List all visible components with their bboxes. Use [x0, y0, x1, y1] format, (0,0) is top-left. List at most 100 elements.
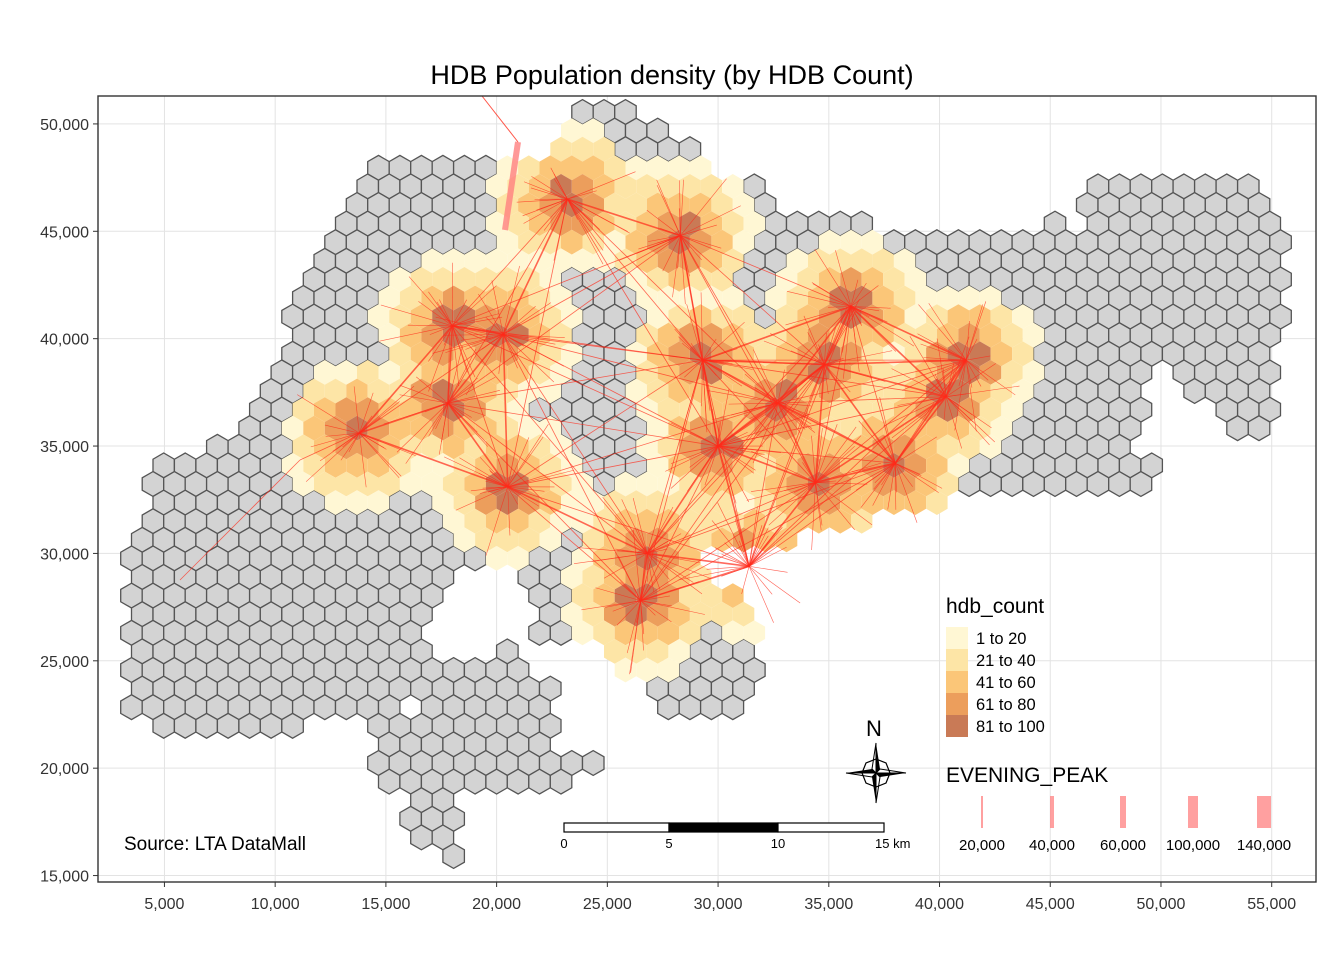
flow-line [790, 350, 825, 365]
hex-cell [506, 768, 530, 795]
flow-line [954, 360, 967, 431]
flow-line [543, 198, 568, 231]
y-tick-label: 45,000 [40, 224, 89, 241]
flow-line [881, 463, 896, 486]
hex-cell-dense [453, 453, 476, 478]
legend-label: 100,000 [1166, 837, 1220, 854]
flow-line [640, 482, 816, 602]
hex-cell-dense [604, 192, 626, 218]
flow-line [507, 402, 778, 488]
hex-cell-dense [442, 434, 465, 460]
flow-line [721, 553, 750, 567]
hex-cell-dense [614, 174, 637, 199]
hex-cell-dense [711, 192, 733, 218]
hex-cell-dense [571, 248, 594, 274]
flow-line [835, 250, 852, 307]
y-tick-label: 40,000 [40, 332, 89, 349]
hex-cell-dense [539, 304, 561, 329]
flow-line [460, 334, 504, 341]
hex-cell-dense [571, 174, 594, 199]
hex-cell-dense [808, 397, 830, 422]
hex-cell-dense [861, 229, 884, 255]
hex-cell-dense [464, 248, 486, 274]
flow-line [748, 566, 801, 604]
flow-line [785, 306, 852, 326]
hex-cell-dense [303, 378, 325, 404]
hex-cell-dense [936, 471, 959, 497]
hex-cell-dense [765, 471, 787, 497]
flow-line [507, 486, 641, 601]
flow-line [452, 325, 719, 447]
hex-cell-dense [378, 471, 400, 497]
hex-cell-dense [668, 192, 690, 218]
hex-cell-dense [561, 229, 583, 255]
flow-line [459, 457, 508, 488]
flow-line [416, 376, 449, 404]
flow-line [791, 364, 825, 414]
hex-cell-dense [754, 453, 776, 478]
flow-line [310, 432, 360, 448]
flow-line [621, 499, 648, 554]
hex-cell-dense [636, 248, 658, 274]
flow-line [340, 432, 360, 461]
flow-line [507, 469, 574, 488]
flow-line [380, 304, 453, 327]
hex-cell-dense [335, 471, 357, 497]
flow-line [777, 305, 852, 404]
flow-line [507, 437, 530, 487]
flow-line [717, 502, 750, 567]
flow-line [702, 359, 816, 483]
hex-cell-dense [990, 378, 1013, 404]
flow-line [359, 385, 415, 434]
flow-line [702, 360, 707, 420]
flow-line [640, 600, 672, 623]
flow-line [567, 198, 604, 265]
flow-line [359, 432, 387, 450]
flow-line [452, 285, 497, 327]
flow-line [680, 235, 852, 307]
flow-line [945, 396, 974, 423]
flow-line [717, 445, 750, 503]
flow-line [741, 566, 750, 594]
hex-cell-dense [496, 527, 519, 553]
hex-cell-dense [571, 546, 594, 571]
hex-cell-dense [389, 341, 411, 367]
legend-swatch [946, 627, 968, 649]
hex-cell [699, 694, 723, 721]
panel-border [97, 95, 1317, 883]
hex-cell [549, 768, 573, 795]
hex-cell-dense [464, 285, 486, 311]
hex-cell-dense [324, 490, 347, 515]
hex-cell-dense [475, 415, 497, 441]
flow-line [748, 462, 896, 567]
hex-cell-dense [1012, 341, 1034, 367]
flow-line [581, 600, 641, 611]
flow-line [777, 402, 802, 434]
hex-cell-dense [442, 248, 465, 274]
flow-line [523, 198, 568, 224]
hex-cell [238, 712, 261, 739]
y-tick-label: 30,000 [40, 546, 89, 563]
hex-cell-dense [786, 360, 808, 385]
hex-cell-dense [421, 248, 443, 274]
hex-cell-dense [614, 471, 637, 497]
flow-line [447, 402, 641, 601]
flow-line [640, 600, 672, 607]
flow-line [553, 178, 568, 200]
hex-cell-dense [561, 490, 583, 515]
flow-line [850, 305, 947, 398]
flow-line [478, 293, 504, 335]
scale-label: 0 [560, 836, 567, 851]
hex-cell-dense [357, 434, 379, 460]
hex-cell-dense [432, 453, 454, 478]
compass-rose-icon [845, 742, 907, 804]
hex-cell-dense [464, 434, 486, 460]
flow-line [567, 171, 636, 200]
flow-line [728, 402, 778, 405]
hex-cell-dense [636, 657, 658, 683]
flow-line [640, 600, 644, 651]
flow-line [717, 432, 748, 447]
hex-cell-dense [732, 304, 755, 329]
hex-cell-dense [679, 620, 701, 646]
